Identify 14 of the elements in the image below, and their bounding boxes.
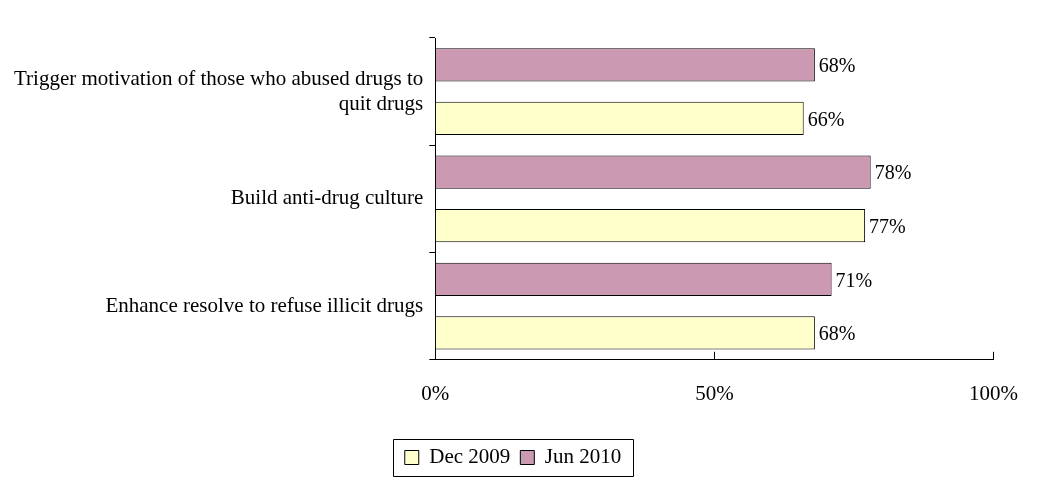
y-tick-label: Enhance resolve to refuse illicit drugs [105, 292, 424, 317]
data-label: 66% [807, 107, 845, 130]
data-label: 68% [818, 54, 856, 77]
legend-label: Dec 2009 [429, 444, 511, 469]
y-tick-label: Build anti-drug culture [230, 185, 424, 210]
data-label: 78% [874, 161, 912, 184]
x-tick-label: 100% [969, 380, 1018, 405]
data-label: 68% [818, 322, 856, 345]
y-tick-label: Trigger motivation of those who abused drugs to quit drugs [13, 65, 424, 115]
legend-label: Jun 2010 [544, 444, 622, 469]
x-tick-label: 50% [695, 380, 734, 405]
x-tick-label: 0% [421, 380, 450, 405]
data-label: 71% [835, 268, 873, 291]
data-label: 77% [869, 214, 906, 237]
